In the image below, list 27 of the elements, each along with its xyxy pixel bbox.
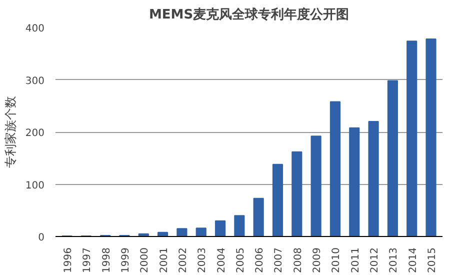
x-tick-label: 2011: [350, 247, 362, 273]
y-tick-label: 0: [38, 232, 45, 244]
x-tick-label: 2001: [158, 247, 170, 273]
y-axis-title: 专利家族个数: [3, 96, 18, 168]
x-tick-label: 2009: [312, 247, 324, 273]
x-tick-label: 2007: [274, 247, 285, 273]
x-tick-label: 2008: [292, 247, 304, 273]
y-tick-label: 100: [25, 180, 45, 192]
x-tick-label: 2005: [235, 247, 246, 273]
x-tick-label: 2003: [197, 247, 208, 273]
x-tick-label: 2004: [216, 247, 228, 273]
x-tick-label: 2013: [388, 247, 400, 273]
x-tick-label: 1998: [101, 247, 112, 273]
x-tick-label: 2012: [370, 247, 381, 273]
chart-title: MEMS麦克风全球专利年度公开图: [148, 6, 350, 22]
x-tick-label: 1997: [82, 247, 94, 273]
y-tick-label: 300: [25, 76, 45, 87]
x-tick-label: 2002: [178, 247, 189, 273]
x-tick-label: 2000: [140, 247, 151, 273]
y-tick-label: 200: [25, 128, 45, 139]
x-tick-label: 1999: [120, 247, 132, 273]
x-tick-label: 2006: [254, 247, 266, 273]
x-tick-label: 2010: [331, 247, 342, 273]
x-tick-label: 2014: [408, 247, 419, 273]
y-tick-label: 400: [25, 24, 45, 34]
x-tick-label: 1996: [62, 247, 74, 273]
x-tick-label: 2015: [427, 247, 438, 273]
